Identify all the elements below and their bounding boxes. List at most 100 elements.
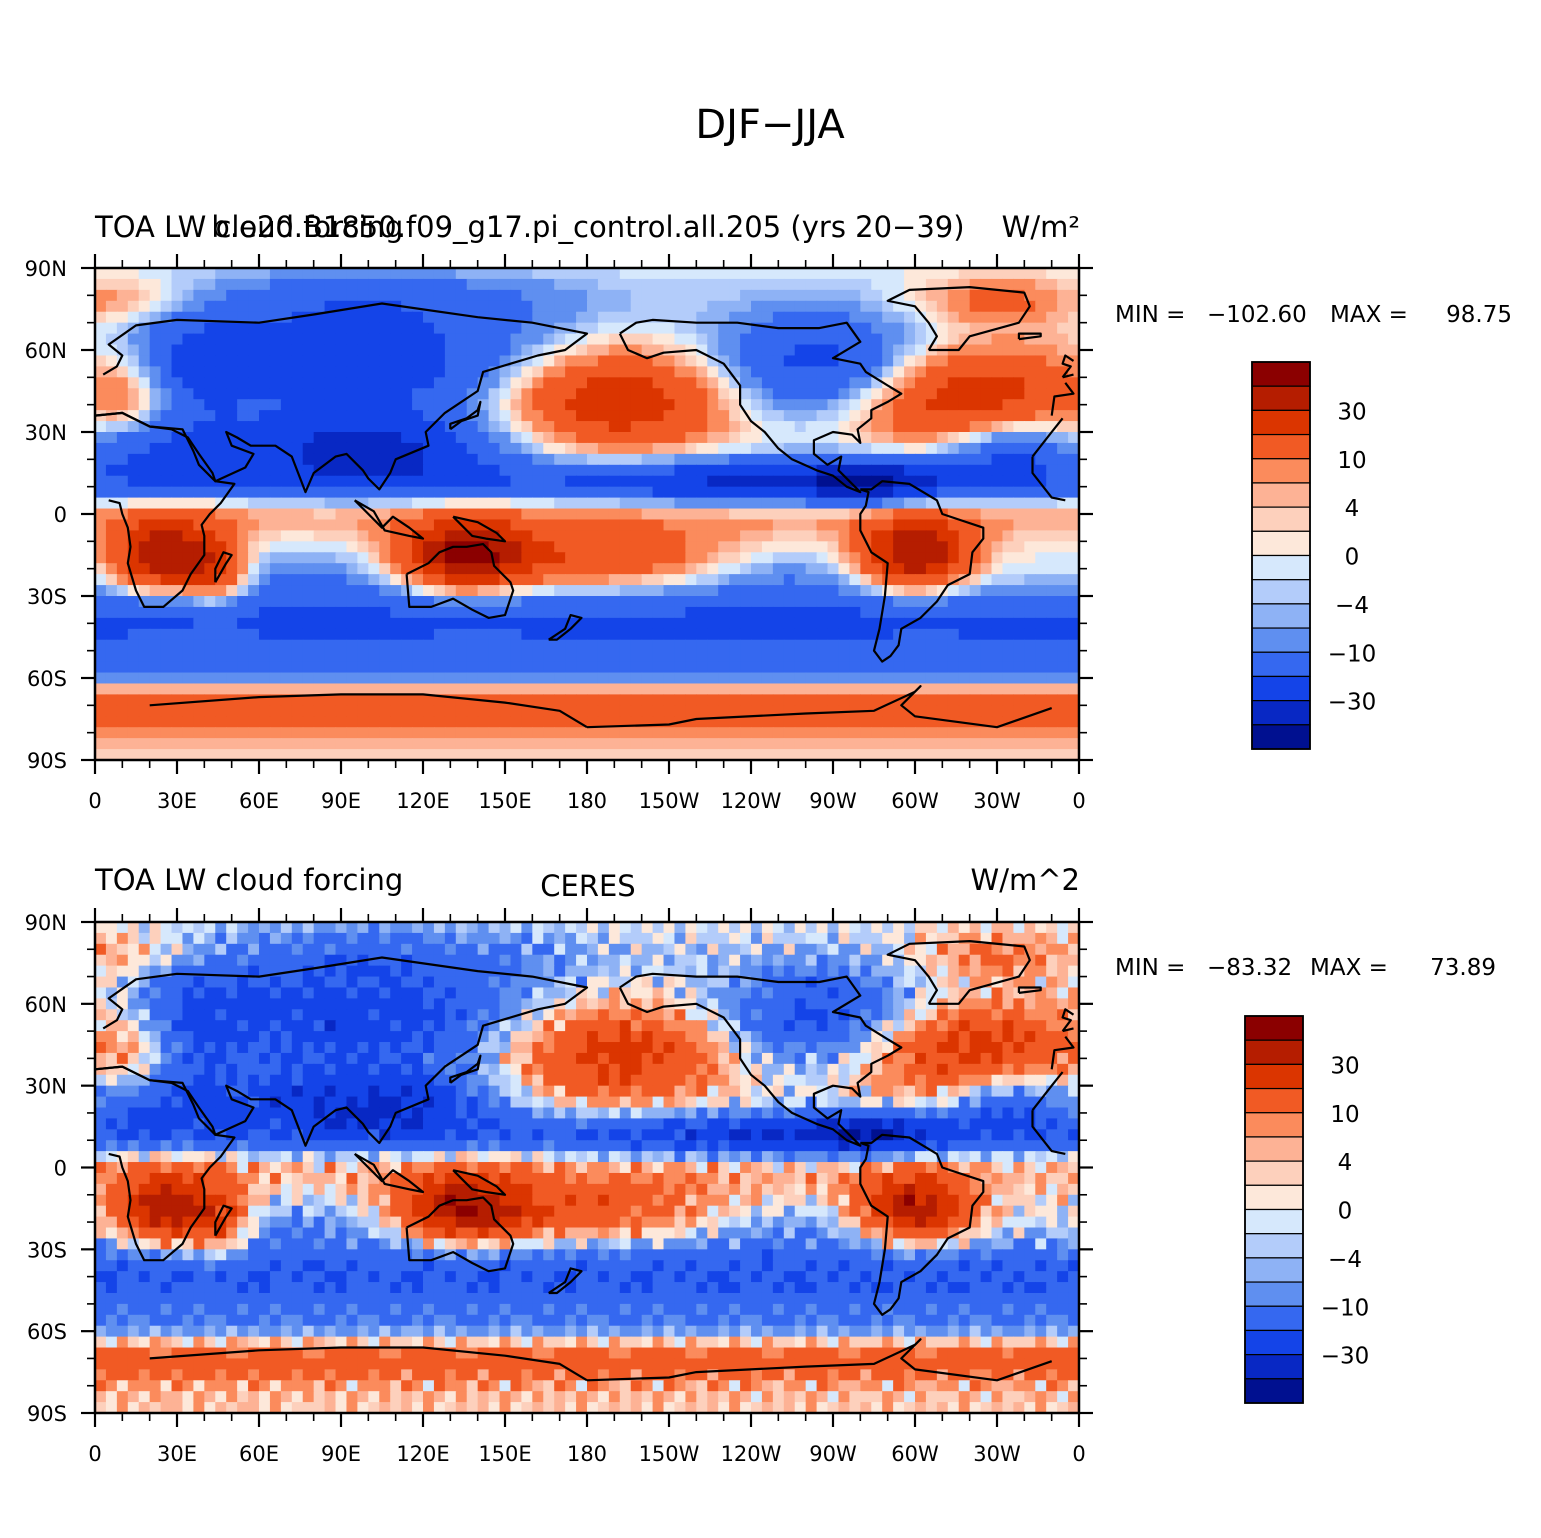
field-cell: [335, 954, 348, 967]
field-cell: [838, 432, 850, 444]
field-cell: [149, 410, 162, 422]
field-cell: [248, 694, 260, 706]
field-cell: [466, 1009, 479, 1021]
field-cell: [532, 749, 544, 761]
field-cell: [969, 672, 982, 685]
field-cell: [718, 268, 730, 280]
field-cell: [215, 410, 227, 422]
field-cell: [302, 333, 315, 346]
field-cell: [860, 268, 872, 280]
field-cell: [794, 366, 807, 378]
field-cell: [685, 672, 697, 685]
field-cell: [871, 453, 883, 466]
field-cell: [729, 344, 741, 357]
field-cell: [433, 377, 446, 389]
field-cell: [958, 987, 971, 999]
field-cell: [915, 541, 927, 553]
field-cell: [740, 672, 752, 685]
field-cell: [357, 388, 369, 400]
field-cell: [379, 932, 391, 945]
field-cell: [554, 661, 566, 674]
field-cell: [740, 311, 752, 324]
field-cell: [477, 563, 490, 575]
field-cell: [390, 727, 402, 739]
field-cell: [280, 639, 293, 652]
field-cell: [105, 278, 118, 291]
field-cell: [543, 639, 555, 652]
field-cell: [630, 388, 643, 400]
field-cell: [237, 650, 249, 663]
field-cell: [576, 421, 588, 433]
field-cell: [1013, 976, 1025, 989]
field-cell: [980, 606, 993, 619]
field-cell: [1013, 311, 1025, 324]
field-cell: [991, 998, 1004, 1010]
field-cell: [160, 672, 173, 685]
field-cell: [980, 289, 993, 302]
field-cell: [794, 943, 807, 956]
field-cell: [805, 278, 818, 291]
field-cell: [904, 727, 916, 739]
field-cell: [707, 333, 719, 346]
field-cell: [1046, 322, 1058, 335]
field-cell: [138, 650, 151, 663]
field-cell: [587, 998, 599, 1010]
field-cell: [980, 954, 993, 967]
field-cell: [674, 322, 686, 335]
field-cell: [827, 749, 840, 761]
field-cell: [346, 311, 358, 324]
field-cell: [925, 683, 938, 695]
field-cell: [1013, 552, 1025, 564]
field-cell: [751, 388, 763, 400]
panel-left-title: TOA LW cloud forcing: [94, 863, 403, 897]
field-cell: [433, 694, 446, 706]
field-cell: [816, 278, 829, 291]
field-cell: [751, 943, 763, 956]
field-cell: [707, 987, 719, 999]
field-cell: [160, 322, 173, 335]
field-cell: [1013, 289, 1025, 302]
field-cell: [860, 442, 872, 455]
field-cell: [904, 585, 916, 597]
field-cell: [576, 683, 588, 695]
field-cell: [215, 932, 227, 945]
field-cell: [958, 289, 971, 302]
field-cell: [936, 987, 949, 999]
field-cell: [105, 541, 118, 553]
field-cell: [313, 574, 326, 586]
field-cell: [1046, 366, 1058, 378]
field-cell: [280, 278, 293, 291]
field-cell: [761, 943, 774, 956]
field-cell: [335, 377, 348, 389]
field-cell: [915, 606, 927, 619]
field-cell: [554, 987, 566, 999]
field-cell: [477, 388, 490, 400]
field-cell: [182, 399, 194, 411]
field-cell: [116, 563, 129, 575]
field-cell: [936, 954, 949, 967]
field-cell: [838, 672, 850, 685]
field-cell: [313, 1009, 326, 1021]
field-cell: [455, 650, 468, 663]
field-cell: [1046, 508, 1058, 521]
field-cell: [707, 574, 719, 586]
field-cell: [259, 574, 271, 586]
field-cell: [794, 268, 807, 280]
field-cell: [1002, 738, 1014, 750]
field-cell: [455, 552, 468, 564]
field-cell: [1068, 987, 1080, 999]
field-cell: [160, 998, 173, 1010]
field-cell: [226, 1009, 238, 1021]
field-cell: [707, 399, 719, 411]
field-cell: [171, 333, 184, 346]
field-cell: [127, 464, 140, 477]
field-cell: [237, 508, 249, 521]
field-cell: [499, 727, 512, 739]
field-cell: [346, 475, 358, 488]
field-cell: [204, 1009, 216, 1021]
field-cell: [619, 421, 632, 433]
field-cell: [641, 749, 654, 761]
field-cell: [127, 541, 140, 553]
field-cell: [412, 694, 424, 706]
